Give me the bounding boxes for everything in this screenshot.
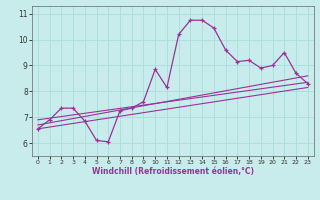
X-axis label: Windchill (Refroidissement éolien,°C): Windchill (Refroidissement éolien,°C) <box>92 167 254 176</box>
